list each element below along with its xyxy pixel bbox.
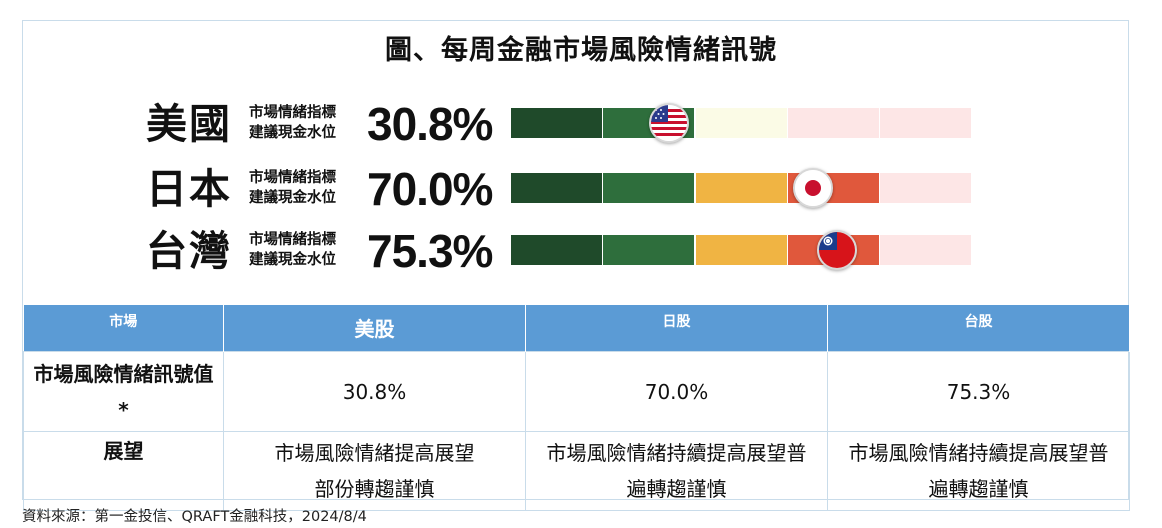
table-cell: 市場風險情緒持續提高展望普遍轉趨謹慎 xyxy=(827,431,1130,511)
country-name: 日本 xyxy=(146,165,232,213)
table-row: 展望 市場風險情緒提高展望部份轉趨謹慎 市場風險情緒持續提高展望普遍轉趨謹慎 市… xyxy=(23,431,1130,511)
indicator-label: 市場情緒指標 建議現金水位 xyxy=(249,232,336,268)
figure-title: 圖、每周金融市場風險情緒訊號 xyxy=(385,35,777,66)
country-name: 美國 xyxy=(146,100,232,148)
japan-flag-icon xyxy=(793,168,833,208)
country-name: 台灣 xyxy=(146,227,232,275)
header-taiwan-stocks: 台股 xyxy=(827,305,1130,352)
gauge-segment xyxy=(511,108,602,138)
gauge-row-us: 美國 市場情緒指標 建議現金水位 30.8% xyxy=(0,96,1162,152)
gauge-segment xyxy=(511,173,602,203)
indicator-label: 市場情緒指標 建議現金水位 xyxy=(249,170,336,206)
gauge-segment xyxy=(880,108,971,138)
gauge-row-taiwan: 台灣 市場情緒指標 建議現金水位 75.3% xyxy=(0,223,1162,279)
gauge-segment xyxy=(603,173,695,203)
header-japan-stocks: 日股 xyxy=(525,305,828,352)
table-cell: 市場風險情緒持續提高展望普遍轉趨謹慎 xyxy=(525,431,828,511)
table-cell: 市場風險情緒提高展望部份轉趨謹慎 xyxy=(223,431,526,511)
gauge-row-japan: 日本 市場情緒指標 建議現金水位 70.0% xyxy=(0,161,1162,217)
gauge-bar xyxy=(511,230,971,270)
row-label-outlook: 展望 xyxy=(23,431,224,511)
table-cell: 30.8% xyxy=(223,351,526,432)
gauge-bar xyxy=(511,103,971,143)
gauge-segment xyxy=(787,108,879,138)
table-header-row: 市場 美股 日股 台股 xyxy=(23,305,1130,352)
market-signal-table: 市場 美股 日股 台股 市場風險情緒訊號值* 30.8% 70.0% 75.3%… xyxy=(23,305,1130,511)
table-cell: 70.0% xyxy=(525,351,828,432)
gauge-segment xyxy=(695,108,787,138)
source-note: 資料來源：第一金投信、QRAFT金融科技，2024/8/4 xyxy=(22,509,367,525)
table-cell: 75.3% xyxy=(827,351,1130,432)
cash-level-percent: 30.8% xyxy=(367,98,493,150)
cash-level-percent: 75.3% xyxy=(367,225,493,277)
taiwan-flag-icon xyxy=(817,230,858,270)
gauge-segment xyxy=(511,235,602,265)
row-label-signal: 市場風險情緒訊號值* xyxy=(23,351,224,432)
gauge-bar xyxy=(511,168,971,208)
gauge-segment xyxy=(695,235,787,265)
gauge-segment xyxy=(603,235,695,265)
us-flag-icon xyxy=(648,103,689,143)
gauge-segment xyxy=(880,173,971,203)
indicator-label: 市場情緒指標 建議現金水位 xyxy=(249,105,336,141)
header-market: 市場 xyxy=(23,305,224,352)
gauge-segment xyxy=(695,173,787,203)
cash-level-percent: 70.0% xyxy=(367,163,493,215)
gauge-segment xyxy=(880,235,971,265)
table-row: 市場風險情緒訊號值* 30.8% 70.0% 75.3% xyxy=(23,351,1130,432)
header-us-stocks: 美股 xyxy=(223,305,526,352)
